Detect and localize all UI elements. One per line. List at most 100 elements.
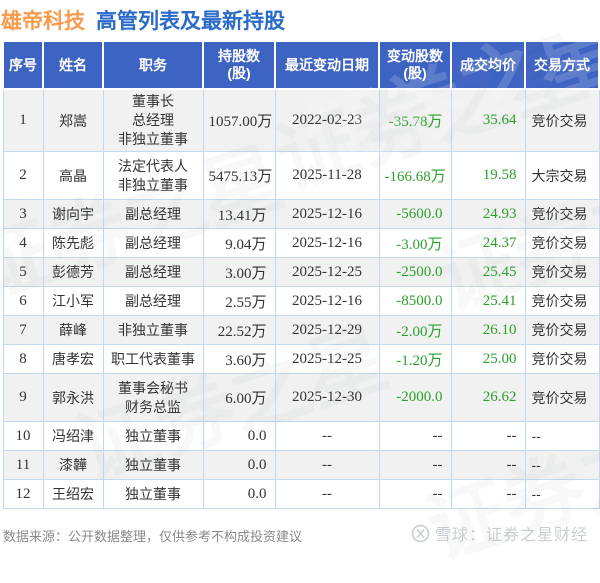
column-header: 序号 xyxy=(2,40,44,90)
cell-method: -- xyxy=(524,450,600,480)
cell-method: 竞价交易 xyxy=(524,344,600,374)
cell-shares: 3.60万 xyxy=(202,344,276,374)
cell-price: 19.58 xyxy=(450,151,526,200)
cell-no: 2 xyxy=(2,151,44,200)
cell-name: 高晶 xyxy=(42,151,104,200)
cell-shares: 1057.00万 xyxy=(202,88,276,152)
data-source-note: 数据来源：公开数据整理，仅供参考不构成投资建议 xyxy=(3,529,303,544)
cell-no: 9 xyxy=(2,373,44,422)
cell-shares: 6.00万 xyxy=(202,373,276,422)
cell-shares: 0.0 xyxy=(202,450,276,480)
header-row: 序号 姓名 职务 持股数 (股) 最近变动日期 变动股数 (股) 成交均价 交易方式 xyxy=(2,40,600,90)
cell-change: -35.78万 xyxy=(378,88,452,152)
cell-position: 非独立董事 xyxy=(102,315,204,345)
cell-price: 35.64 xyxy=(450,88,526,152)
cell-name: 王绍宏 xyxy=(42,479,104,509)
table-row: 4 陈先彪 副总经理 9.04万 2025-12-16 -3.00万 24.37 竞价交易 xyxy=(2,228,600,258)
cell-no: 7 xyxy=(2,315,44,345)
cell-price: 26.10 xyxy=(450,315,526,345)
cell-date: 2025-12-29 xyxy=(274,315,380,345)
xueqiu-logo-icon xyxy=(411,524,430,542)
table-row: 3 谢向宇 副总经理 13.41万 2025-12-16 -5600.0 24.93 竞价交易 xyxy=(2,199,600,229)
cell-change: -2.00万 xyxy=(378,315,452,345)
cell-name: 彭德芳 xyxy=(42,257,104,287)
cell-method: 竞价交易 xyxy=(524,315,600,345)
cell-change: -1.20万 xyxy=(378,344,452,374)
table-row: 12 王绍宏 独立董事 0.0 -- -- -- -- xyxy=(2,479,600,509)
cell-change: -166.68万 xyxy=(378,151,452,200)
cell-method: 竞价交易 xyxy=(524,88,600,152)
page-title: 雄帝科技 高管列表及最新持股 xyxy=(1,5,285,35)
table-row: 1 郑嵩 董事长 总经理 非独立董事 1057.00万 2022-02-23 -35.78万 3… xyxy=(2,88,600,152)
cell-date: -- xyxy=(274,479,380,509)
cell-date: 2025-11-28 xyxy=(274,151,380,200)
table-row: 8 唐孝宏 职工代表董事 3.60万 2025-12-25 -1.20万 25.00 竞价交易 xyxy=(2,344,600,374)
cell-price: 25.00 xyxy=(450,344,526,374)
cell-price: -- xyxy=(450,450,526,480)
cell-name: 冯绍津 xyxy=(42,421,104,451)
cell-name: 陈先彪 xyxy=(42,228,104,258)
cell-change: -8500.0 xyxy=(378,286,452,316)
executives-table: 序号 姓名 职务 持股数 (股) 最近变动日期 变动股数 (股) 成交均价 交易方式 1 郑嵩董… xyxy=(2,40,600,509)
table-row: 6 江小军 副总经理 2.55万 2025-12-16 -8500.0 25.41 竞价交易 xyxy=(2,286,600,316)
cell-shares: 0.0 xyxy=(202,479,276,509)
cell-no: 12 xyxy=(2,479,44,509)
cell-shares: 0.0 xyxy=(202,421,276,451)
cell-name: 谢向宇 xyxy=(42,199,104,229)
column-header: 姓名 xyxy=(42,40,104,90)
cell-position: 独立董事 xyxy=(102,450,204,480)
cell-shares: 13.41万 xyxy=(202,199,276,229)
table-row: 5 彭德芳 副总经理 3.00万 2025-12-25 -2500.0 25.45 竞价交易 xyxy=(2,257,600,287)
cell-position: 职工代表董事 xyxy=(102,344,204,374)
cell-no: 5 xyxy=(2,257,44,287)
cell-shares: 2.55万 xyxy=(202,286,276,316)
cell-date: 2022-02-23 xyxy=(274,88,380,152)
cell-date: -- xyxy=(274,450,380,480)
table-row: 2 高晶 法定代表人 非独立董事 5475.13万 2025-11-28 -166.68万 1… xyxy=(2,151,600,200)
cell-price: 25.45 xyxy=(450,257,526,287)
cell-price: 24.93 xyxy=(450,199,526,229)
cell-method: 竞价交易 xyxy=(524,228,600,258)
column-header: 变动股数 (股) xyxy=(378,40,452,90)
cell-change: -- xyxy=(378,479,452,509)
cell-method: -- xyxy=(524,421,600,451)
cell-position: 法定代表人 非独立董事 xyxy=(102,151,204,200)
cell-change: -3.00万 xyxy=(378,228,452,258)
cell-position: 副总经理 xyxy=(102,228,204,258)
table-row: 10 冯绍津 独立董事 0.0 -- -- -- -- xyxy=(2,421,600,451)
table-body: 1 郑嵩 董事长 总经理 非独立董事 1057.00万 2022-02-23 -35.78万 3… xyxy=(2,88,600,509)
cell-name: 唐孝宏 xyxy=(42,344,104,374)
cell-date: 2025-12-16 xyxy=(274,199,380,229)
brand-label: 雪球：证券之星财经 xyxy=(434,527,588,544)
brand-watermark: 雪球：证券之星财经 xyxy=(411,521,588,545)
cell-position: 独立董事 xyxy=(102,421,204,451)
table-row: 9 郭永洪 董事会秘书 财务总监 6.00万 2025-12-30 -2000.0 26.62… xyxy=(2,373,600,422)
cell-change: -- xyxy=(378,450,452,480)
cell-no: 4 xyxy=(2,228,44,258)
cell-name: 郑嵩 xyxy=(42,88,104,152)
cell-name: 漆韡 xyxy=(42,450,104,480)
column-header: 成交均价 xyxy=(450,40,526,90)
cell-price: 26.62 xyxy=(450,373,526,422)
cell-date: 2025-12-16 xyxy=(274,286,380,316)
cell-date: 2025-12-30 xyxy=(274,373,380,422)
cell-no: 1 xyxy=(2,88,44,152)
table-row: 7 薛峰 非独立董事 22.52万 2025-12-29 -2.00万 26.10 竞价交易 xyxy=(2,315,600,345)
cell-position: 董事长 总经理 非独立董事 xyxy=(102,88,204,152)
cell-change: -2000.0 xyxy=(378,373,452,422)
cell-price: 25.41 xyxy=(450,286,526,316)
cell-method: -- xyxy=(524,479,600,509)
cell-price: 24.37 xyxy=(450,228,526,258)
cell-change: -- xyxy=(378,421,452,451)
cell-shares: 5475.13万 xyxy=(202,151,276,200)
cell-method: 竞价交易 xyxy=(524,257,600,287)
cell-date: 2025-12-16 xyxy=(274,228,380,258)
table-row: 11 漆韡 独立董事 0.0 -- -- -- -- xyxy=(2,450,600,480)
cell-method: 竞价交易 xyxy=(524,373,600,422)
column-header: 职务 xyxy=(102,40,204,90)
column-header: 最近变动日期 xyxy=(274,40,380,90)
cell-no: 3 xyxy=(2,199,44,229)
cell-date: -- xyxy=(274,421,380,451)
cell-position: 副总经理 xyxy=(102,257,204,287)
cell-price: -- xyxy=(450,421,526,451)
